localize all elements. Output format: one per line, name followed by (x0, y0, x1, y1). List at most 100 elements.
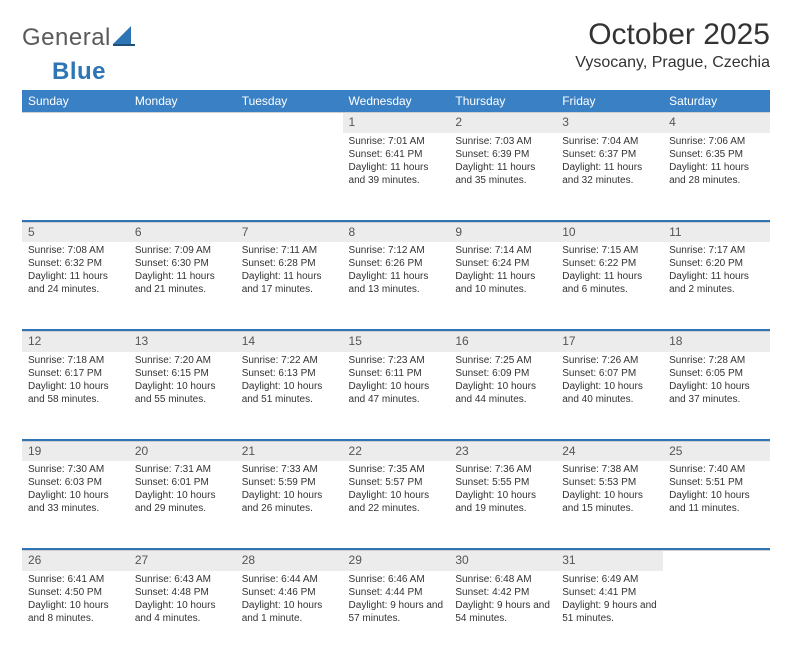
day-content: Sunrise: 6:49 AMSunset: 4:41 PMDaylight:… (556, 571, 663, 631)
day-number: 10 (556, 222, 663, 243)
day-number: 30 (449, 550, 556, 571)
day-cell: Sunrise: 7:25 AMSunset: 6:09 PMDaylight:… (449, 352, 556, 440)
day-number: 5 (22, 222, 129, 243)
sunrise-text: Sunrise: 7:03 AM (455, 135, 550, 148)
daylight-text: Daylight: 10 hours and 19 minutes. (455, 489, 550, 515)
day-content: Sunrise: 7:23 AMSunset: 6:11 PMDaylight:… (343, 352, 450, 412)
day-number: 26 (22, 550, 129, 571)
week-row: Sunrise: 7:18 AMSunset: 6:17 PMDaylight:… (22, 352, 770, 440)
daylight-text: Daylight: 10 hours and 29 minutes. (135, 489, 230, 515)
sunset-text: Sunset: 6:17 PM (28, 367, 123, 380)
day-content: Sunrise: 6:44 AMSunset: 4:46 PMDaylight:… (236, 571, 343, 631)
sunset-text: Sunset: 6:32 PM (28, 257, 123, 270)
calendar-table: Sunday Monday Tuesday Wednesday Thursday… (22, 90, 770, 659)
weekday-header: Monday (129, 90, 236, 112)
sunrise-text: Sunrise: 7:11 AM (242, 244, 337, 257)
sunset-text: Sunset: 6:20 PM (669, 257, 764, 270)
sunset-text: Sunset: 5:59 PM (242, 476, 337, 489)
daylight-text: Daylight: 10 hours and 11 minutes. (669, 489, 764, 515)
day-cell: Sunrise: 7:31 AMSunset: 6:01 PMDaylight:… (129, 461, 236, 549)
sunset-text: Sunset: 4:41 PM (562, 586, 657, 599)
sunrise-text: Sunrise: 7:25 AM (455, 354, 550, 367)
day-cell: Sunrise: 7:26 AMSunset: 6:07 PMDaylight:… (556, 352, 663, 440)
day-content: Sunrise: 7:38 AMSunset: 5:53 PMDaylight:… (556, 461, 663, 521)
sunset-text: Sunset: 6:15 PM (135, 367, 230, 380)
day-cell (22, 133, 129, 221)
daylight-text: Daylight: 11 hours and 21 minutes. (135, 270, 230, 296)
day-cell: Sunrise: 7:03 AMSunset: 6:39 PMDaylight:… (449, 133, 556, 221)
day-number-empty (22, 112, 129, 117)
day-cell: Sunrise: 7:14 AMSunset: 6:24 PMDaylight:… (449, 242, 556, 330)
day-number-empty (236, 112, 343, 117)
day-cell: Sunrise: 7:01 AMSunset: 6:41 PMDaylight:… (343, 133, 450, 221)
day-number: 14 (236, 331, 343, 352)
day-cell: Sunrise: 7:40 AMSunset: 5:51 PMDaylight:… (663, 461, 770, 549)
day-content: Sunrise: 7:22 AMSunset: 6:13 PMDaylight:… (236, 352, 343, 412)
sunset-text: Sunset: 6:35 PM (669, 148, 764, 161)
day-number: 24 (556, 441, 663, 462)
sunrise-text: Sunrise: 7:30 AM (28, 463, 123, 476)
sunrise-text: Sunrise: 7:15 AM (562, 244, 657, 257)
sunset-text: Sunset: 6:39 PM (455, 148, 550, 161)
sunset-text: Sunset: 5:57 PM (349, 476, 444, 489)
day-number: 12 (22, 331, 129, 352)
sunrise-text: Sunrise: 7:06 AM (669, 135, 764, 148)
sunrise-text: Sunrise: 7:40 AM (669, 463, 764, 476)
sunset-text: Sunset: 6:03 PM (28, 476, 123, 489)
daylight-text: Daylight: 11 hours and 28 minutes. (669, 161, 764, 187)
daynum-row: 567891011 (22, 222, 770, 243)
day-cell: Sunrise: 6:46 AMSunset: 4:44 PMDaylight:… (343, 571, 450, 659)
day-cell: Sunrise: 6:43 AMSunset: 4:48 PMDaylight:… (129, 571, 236, 659)
weekday-header: Friday (556, 90, 663, 112)
sunrise-text: Sunrise: 7:31 AM (135, 463, 230, 476)
day-cell: Sunrise: 7:09 AMSunset: 6:30 PMDaylight:… (129, 242, 236, 330)
sunrise-text: Sunrise: 7:08 AM (28, 244, 123, 257)
day-cell: Sunrise: 7:17 AMSunset: 6:20 PMDaylight:… (663, 242, 770, 330)
sunset-text: Sunset: 6:11 PM (349, 367, 444, 380)
daylight-text: Daylight: 10 hours and 22 minutes. (349, 489, 444, 515)
day-number-empty (129, 112, 236, 117)
sunrise-text: Sunrise: 6:49 AM (562, 573, 657, 586)
day-number: 13 (129, 331, 236, 352)
daylight-text: Daylight: 10 hours and 44 minutes. (455, 380, 550, 406)
sunrise-text: Sunrise: 7:35 AM (349, 463, 444, 476)
sunset-text: Sunset: 4:42 PM (455, 586, 550, 599)
week-row: Sunrise: 7:30 AMSunset: 6:03 PMDaylight:… (22, 461, 770, 549)
daylight-text: Daylight: 11 hours and 24 minutes. (28, 270, 123, 296)
title-block: October 2025 Vysocany, Prague, Czechia (575, 18, 770, 72)
daylight-text: Daylight: 11 hours and 10 minutes. (455, 270, 550, 296)
sunset-text: Sunset: 6:09 PM (455, 367, 550, 380)
day-number: 23 (449, 441, 556, 462)
day-content: Sunrise: 6:48 AMSunset: 4:42 PMDaylight:… (449, 571, 556, 631)
sunset-text: Sunset: 6:05 PM (669, 367, 764, 380)
day-cell: Sunrise: 7:28 AMSunset: 6:05 PMDaylight:… (663, 352, 770, 440)
brand-logo: General (22, 18, 137, 52)
sunset-text: Sunset: 6:22 PM (562, 257, 657, 270)
sunset-text: Sunset: 6:26 PM (349, 257, 444, 270)
daylight-text: Daylight: 10 hours and 55 minutes. (135, 380, 230, 406)
daylight-text: Daylight: 11 hours and 39 minutes. (349, 161, 444, 187)
daylight-text: Daylight: 10 hours and 15 minutes. (562, 489, 657, 515)
sunset-text: Sunset: 6:30 PM (135, 257, 230, 270)
daynum-row: 19202122232425 (22, 441, 770, 462)
day-content: Sunrise: 7:04 AMSunset: 6:37 PMDaylight:… (556, 133, 663, 193)
day-content: Sunrise: 7:03 AMSunset: 6:39 PMDaylight:… (449, 133, 556, 193)
sunset-text: Sunset: 6:37 PM (562, 148, 657, 161)
sunset-text: Sunset: 5:55 PM (455, 476, 550, 489)
day-number: 3 (556, 112, 663, 133)
day-number: 2 (449, 112, 556, 133)
day-cell: Sunrise: 6:44 AMSunset: 4:46 PMDaylight:… (236, 571, 343, 659)
sunrise-text: Sunrise: 7:12 AM (349, 244, 444, 257)
daynum-row: 1234 (22, 112, 770, 133)
day-content: Sunrise: 7:20 AMSunset: 6:15 PMDaylight:… (129, 352, 236, 412)
sunset-text: Sunset: 5:51 PM (669, 476, 764, 489)
daylight-text: Daylight: 10 hours and 33 minutes. (28, 489, 123, 515)
month-title: October 2025 (575, 18, 770, 52)
day-content: Sunrise: 7:33 AMSunset: 5:59 PMDaylight:… (236, 461, 343, 521)
daylight-text: Daylight: 10 hours and 47 minutes. (349, 380, 444, 406)
sunrise-text: Sunrise: 7:09 AM (135, 244, 230, 257)
day-cell: Sunrise: 7:08 AMSunset: 6:32 PMDaylight:… (22, 242, 129, 330)
sunrise-text: Sunrise: 7:23 AM (349, 354, 444, 367)
sunrise-text: Sunrise: 7:04 AM (562, 135, 657, 148)
sunrise-text: Sunrise: 6:48 AM (455, 573, 550, 586)
